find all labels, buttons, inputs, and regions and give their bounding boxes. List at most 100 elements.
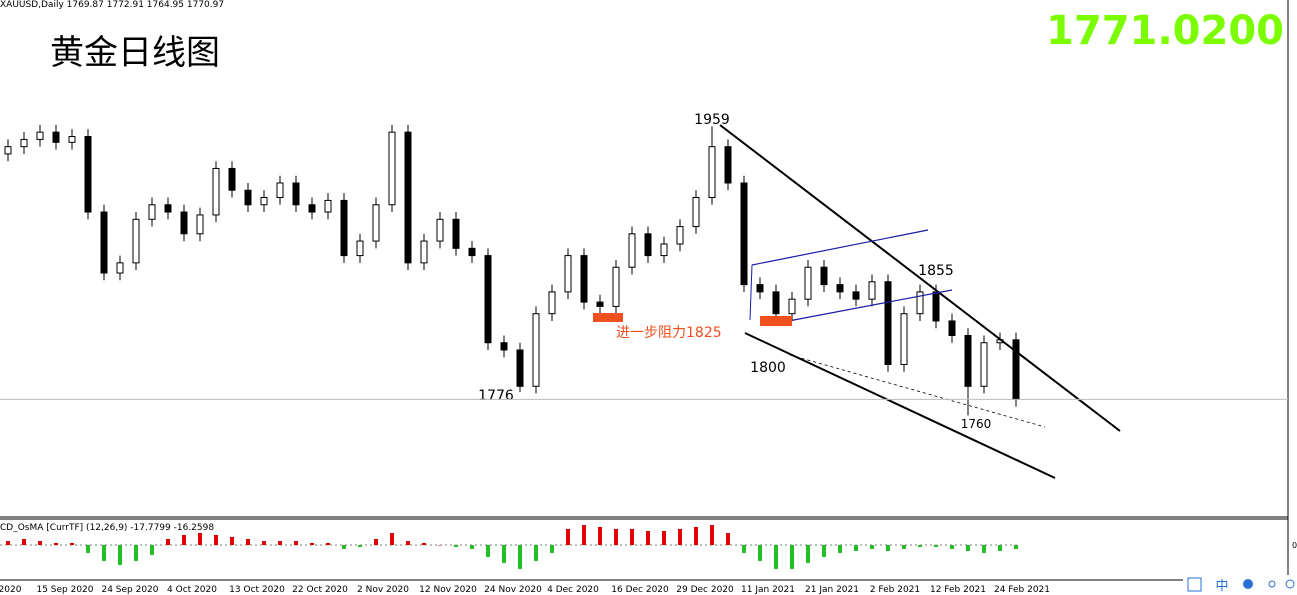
toolbar-lang[interactable]: 中 (1215, 579, 1228, 594)
osma-bar (758, 545, 762, 561)
osma-bar (742, 545, 746, 553)
osma-bar (518, 545, 522, 569)
candle-body (436, 218, 444, 242)
candle-body (964, 334, 972, 387)
x-tick-label: 12 Nov 2020 (419, 585, 477, 595)
toolbar-icon[interactable] (1187, 577, 1202, 592)
candle-body (276, 182, 284, 199)
osma-bar (934, 545, 938, 547)
channel-line (749, 264, 753, 321)
osma-bar (982, 545, 986, 553)
x-tick-label: 2 Feb 2021 (870, 585, 920, 595)
osma-bar (870, 545, 874, 549)
candle-body (452, 218, 460, 249)
osma-bar (38, 541, 42, 545)
osma-bar (166, 539, 170, 545)
osma-bar (70, 543, 74, 545)
candle-body (20, 138, 28, 148)
candle-body (804, 266, 812, 300)
x-tick-label: 16 Dec 2020 (611, 585, 669, 595)
osma-bar (662, 531, 666, 545)
osma-bar (502, 545, 506, 563)
x-tick-label: 29 Dec 2020 (676, 585, 734, 595)
x-tick-label: 24 Nov 2020 (484, 585, 542, 595)
osma-bar (230, 537, 234, 545)
x-tick-label: 2020 (0, 585, 22, 595)
candle-body (900, 313, 908, 366)
osma-bar (342, 545, 346, 549)
osma-bar (390, 533, 394, 545)
osma-bar (822, 545, 826, 557)
osma-bar (614, 529, 618, 545)
channel-line (751, 229, 929, 266)
candle-body (244, 189, 252, 206)
toolbar-icon[interactable] (1243, 579, 1253, 589)
candle-body (420, 240, 428, 264)
toolbar-icon[interactable] (1268, 580, 1276, 588)
osma-bar (6, 541, 10, 545)
candle-body (756, 284, 764, 293)
candle-body (836, 284, 844, 293)
candle-body (884, 281, 892, 366)
osma-bar (790, 545, 794, 569)
osma-bar (566, 529, 570, 545)
osma-bar (182, 535, 186, 545)
osma-bar (278, 541, 282, 545)
trend-line (719, 124, 1121, 432)
osma-bar (1014, 545, 1018, 549)
toolbar-icon[interactable] (1285, 579, 1295, 589)
candle-body (148, 204, 156, 220)
resistance-box (593, 313, 623, 322)
candle-body (916, 291, 924, 315)
osma-bar (470, 545, 474, 549)
candle-body (212, 167, 220, 216)
annotation: 1800 (750, 360, 786, 376)
candle-body (164, 204, 172, 213)
osma-bar (358, 545, 362, 547)
candle-body (372, 204, 380, 242)
x-tick-label: 11 Jan 2021 (741, 585, 795, 595)
price-label: 1771.0200 (1046, 8, 1284, 54)
osma-bar (806, 545, 810, 563)
osma-bar (118, 545, 122, 565)
candle-body (132, 218, 140, 264)
candle-body (516, 349, 524, 387)
x-tick-label: 12 Feb 2021 (930, 585, 986, 595)
annotation: 1760 (961, 417, 992, 431)
candle-body (932, 291, 940, 322)
candle-body (292, 182, 300, 206)
osma-bar (886, 545, 890, 551)
x-tick-label: 2 Nov 2020 (357, 585, 409, 595)
candle-body (356, 240, 364, 257)
candle-body (548, 291, 556, 315)
chart-title: 黄金日线图 (50, 33, 220, 73)
x-tick-label: 4 Oct 2020 (167, 585, 217, 595)
candle-body (868, 281, 876, 300)
osma-bar (854, 545, 858, 551)
osma-bar (998, 545, 1002, 551)
channel-line (777, 289, 953, 324)
osma-bar (262, 541, 266, 545)
candle-body (500, 342, 508, 351)
osma-bar (486, 545, 490, 557)
candle-body (676, 226, 684, 245)
osma-bar (454, 545, 458, 547)
x-tick-label: 4 Dec 2020 (547, 585, 599, 595)
candle-body (36, 131, 44, 140)
candle-body (4, 146, 12, 155)
osma-bar (326, 543, 330, 545)
candle-body (692, 197, 700, 228)
osma-bar (102, 545, 106, 561)
osma-bar (630, 529, 634, 545)
x-tick-label: 24 Sep 2020 (101, 585, 158, 595)
osma-bar (406, 541, 410, 545)
osma-bar (598, 527, 602, 545)
annotation: 1959 (694, 112, 730, 128)
candle-body (820, 266, 828, 286)
annotation: 1776 (478, 388, 514, 404)
candle-body (180, 211, 188, 235)
candle-body (308, 204, 316, 213)
osma-bar (134, 545, 138, 561)
candle-body (660, 243, 668, 257)
